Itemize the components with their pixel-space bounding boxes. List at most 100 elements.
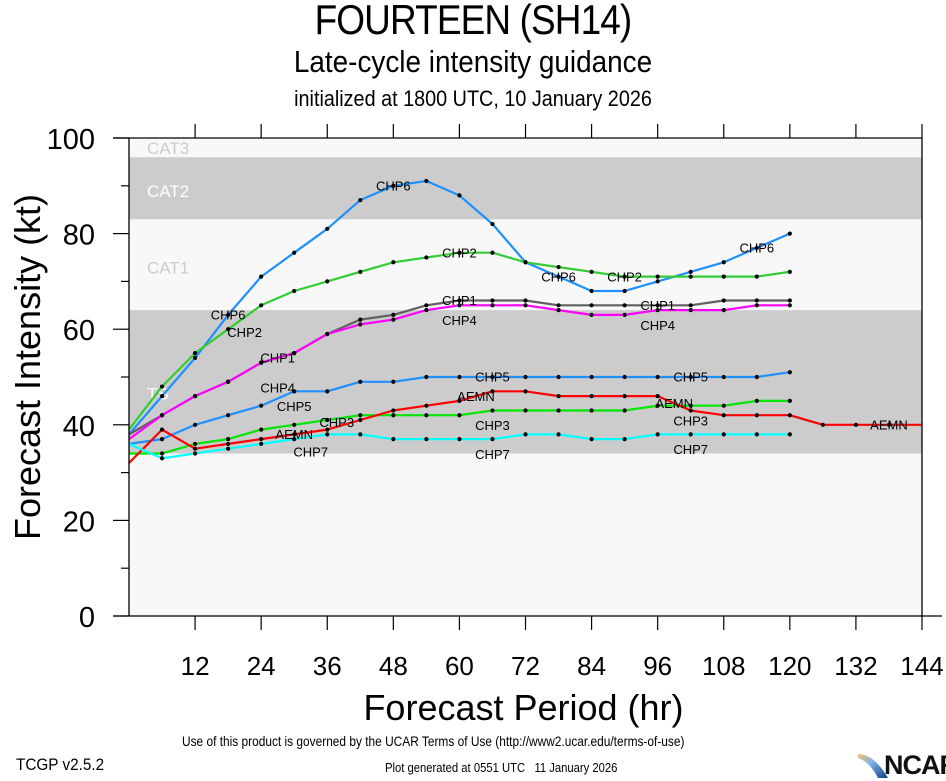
data-point-chp6: [754, 245, 759, 251]
data-point-chp2: [457, 250, 462, 255]
data-point-chp5: [424, 374, 429, 380]
y-tick-label: 100: [47, 124, 95, 156]
series-lines: [128, 178, 922, 464]
data-point-chp6: [655, 279, 660, 284]
y-tick-label: 40: [63, 411, 95, 443]
series-label-aemn: AEMN: [457, 389, 495, 404]
ncar-logo-text: NCAR: [884, 750, 946, 780]
data-point-chp3: [325, 417, 330, 423]
x-tick-label: 36: [313, 651, 342, 681]
series-label-chp3: CHP3: [673, 413, 708, 428]
series-label-chp3: CHP3: [475, 418, 510, 433]
data-point-chp3: [358, 413, 363, 418]
data-point-chp1: [688, 303, 693, 308]
data-point-chp2: [424, 255, 429, 260]
ncar-swoosh-icon: [858, 754, 888, 778]
data-point-chp5: [589, 374, 594, 380]
x-tick-label: 24: [247, 651, 276, 681]
data-point-chp2: [192, 351, 198, 356]
data-point-chp5: [523, 374, 528, 380]
y-tick-label: 60: [63, 315, 95, 347]
series-label-chp4: CHP4: [640, 318, 675, 333]
data-point-chp2: [688, 274, 693, 279]
data-point-aemn: [622, 394, 627, 399]
x-tick-label: 144: [900, 651, 943, 681]
data-point-chp1: [424, 303, 429, 308]
data-point-chp7: [424, 437, 429, 442]
series-label-aemn: AEMN: [275, 427, 313, 442]
y-tick-label: 0: [79, 602, 95, 634]
data-point-chp7: [754, 432, 759, 437]
data-point-chp3: [490, 408, 495, 413]
data-point-chp6: [721, 260, 726, 265]
series-label-chp4: CHP4: [442, 313, 477, 328]
data-point-chp5: [754, 374, 759, 380]
band-label-cat1: CAT1: [147, 259, 189, 278]
x-tick-label: 48: [379, 651, 408, 681]
series-label-chp5: CHP5: [475, 370, 510, 385]
data-point-chp5: [358, 379, 363, 384]
data-point-chp4: [523, 303, 528, 308]
data-point-aemn: [192, 446, 198, 451]
data-point-chp2: [589, 269, 594, 274]
data-point-aemn: [820, 422, 825, 427]
data-point-chp7: [192, 451, 198, 456]
data-point-chp4: [424, 307, 429, 313]
data-point-chp6: [787, 231, 792, 236]
data-point-aemn: [589, 394, 594, 399]
data-point-chp5: [787, 370, 792, 375]
data-point-chp3: [754, 398, 759, 403]
series-label-chp7: CHP7: [475, 447, 510, 462]
data-point-chp1: [721, 298, 726, 303]
x-tick-label: 108: [702, 651, 745, 681]
data-point-chp6: [325, 226, 330, 231]
y-tick-label: 20: [63, 506, 95, 538]
series-label-chp5: CHP5: [277, 399, 312, 414]
data-point-chp2: [787, 269, 792, 274]
data-point-chp7: [721, 432, 726, 437]
data-point-chp6: [457, 193, 462, 198]
data-point-chp5: [622, 374, 627, 380]
data-point-chp3: [457, 413, 462, 418]
data-point-chp4: [490, 303, 495, 308]
series-label-chp2: CHP2: [607, 269, 642, 284]
data-point-chp2: [490, 250, 495, 255]
ncar-logo: NCAR: [858, 750, 946, 780]
data-point-chp6: [292, 250, 297, 255]
band-cat2: [129, 157, 922, 220]
data-point-chp4: [787, 303, 792, 308]
series-label-chp1: CHP1: [640, 298, 675, 313]
data-point-chp5: [457, 374, 462, 380]
version-label: TCGP v2.5.2: [16, 755, 105, 774]
data-point-aemn: [721, 413, 726, 418]
data-point-chp6: [589, 288, 594, 294]
data-point-chp7: [259, 441, 264, 447]
data-point-chp6: [688, 269, 693, 274]
data-point-chp4: [556, 307, 561, 313]
series-label-chp2: CHP2: [442, 245, 477, 260]
data-point-chp3: [787, 398, 792, 403]
data-point-chp4: [192, 394, 198, 399]
data-point-chp5: [490, 374, 495, 380]
data-point-chp1: [457, 298, 462, 303]
series-labels: CHP6 CHP2 CHP1 CHP4 CHP5 AEMN CHP3 CHP7 CHP6 CHP2…: [211, 178, 908, 462]
data-point-chp1: [589, 303, 594, 308]
data-point-chp6: [391, 183, 396, 188]
series-label-chp7: CHP7: [293, 444, 328, 459]
data-point-chp5: [292, 389, 297, 394]
data-point-chp2: [721, 274, 726, 279]
data-point-chp3: [589, 408, 594, 413]
data-point-chp2: [754, 274, 759, 279]
x-axis-title: Forecast Period (hr): [363, 687, 683, 728]
series-label-chp7: CHP7: [673, 442, 708, 457]
data-point-chp7: [292, 437, 297, 442]
data-point-aemn: [853, 422, 859, 427]
data-point-chp7: [490, 437, 495, 442]
data-point-chp2: [622, 274, 627, 279]
data-point-chp7: [159, 456, 165, 461]
init-time: initialized at 1800 UTC, 10 January 2026: [294, 86, 652, 111]
data-point-chp7: [358, 432, 363, 437]
data-point-chp6: [424, 178, 429, 184]
data-point-chp7: [589, 437, 594, 442]
data-point-chp3: [688, 403, 693, 408]
